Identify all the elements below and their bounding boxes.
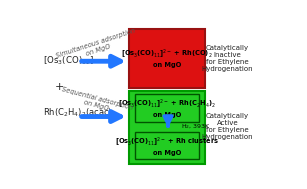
Text: Rh(C$_2$H$_4$)$_2$(acac): Rh(C$_2$H$_4$)$_2$(acac) xyxy=(43,107,112,119)
Text: H$_2$, 393K: H$_2$, 393K xyxy=(181,122,211,131)
Text: +: + xyxy=(55,82,64,92)
Text: [Os$_3$(CO)$_{11}$]$^{2-}$ + Rh(CO)$_2$
on MgO: [Os$_3$(CO)$_{11}$]$^{2-}$ + Rh(CO)$_2$ … xyxy=(121,48,213,68)
Text: [Os$_3$(CO)$_{11}$]$^{2-}$ + Rh clusters
on MgO: [Os$_3$(CO)$_{11}$]$^{2-}$ + Rh clusters… xyxy=(115,136,219,156)
FancyBboxPatch shape xyxy=(129,29,205,88)
Text: Catalytically
Inactive
for Ethylene
Hydrogenation: Catalytically Inactive for Ethylene Hydr… xyxy=(202,45,253,72)
FancyBboxPatch shape xyxy=(135,94,199,122)
Text: [Os$_3$(CO)$_{12}$]: [Os$_3$(CO)$_{12}$] xyxy=(43,55,94,67)
Text: Simultaneous adsorption
on MgO: Simultaneous adsorption on MgO xyxy=(55,28,138,66)
FancyBboxPatch shape xyxy=(129,91,205,164)
Text: [Os$_3$(CO)$_{11}$]$^{2-}$ + Rh(C$_2$H$_4$)$_2$
on MgO: [Os$_3$(CO)$_{11}$]$^{2-}$ + Rh(C$_2$H$_… xyxy=(118,98,216,118)
Text: Sequential adsorption
on MgO: Sequential adsorption on MgO xyxy=(60,86,134,118)
Text: Catalytically
Active
for Ethylene
Hydrogenation: Catalytically Active for Ethylene Hydrog… xyxy=(202,113,253,140)
FancyBboxPatch shape xyxy=(135,132,199,160)
